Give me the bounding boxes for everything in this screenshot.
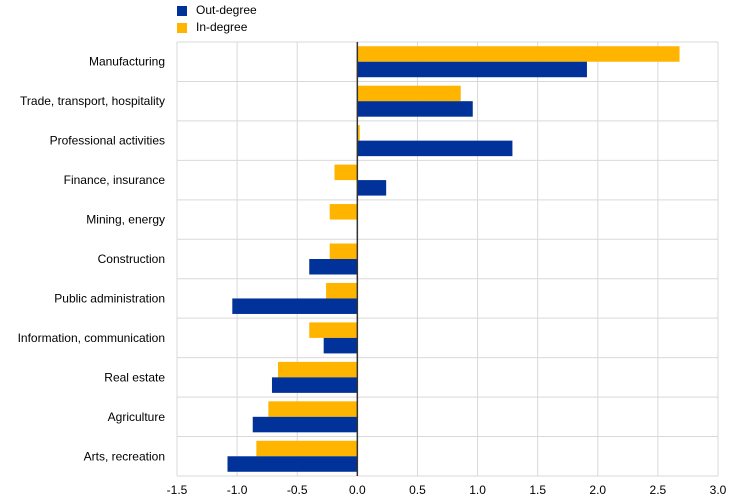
- legend-item-in-degree: In-degree: [177, 19, 257, 36]
- bar-out-degree: [271, 377, 358, 393]
- bar-in-degree: [268, 401, 358, 417]
- category-label: Construction: [98, 252, 165, 266]
- category-label: Manufacturing: [89, 55, 165, 69]
- category-label: Mining, energy: [86, 213, 165, 227]
- bar-out-degree: [232, 298, 358, 314]
- x-tick-label: 3.0: [710, 483, 727, 497]
- bar-in-degree: [256, 440, 358, 457]
- category-label: Agriculture: [108, 410, 166, 424]
- category-label: Arts, recreation: [84, 449, 165, 463]
- category-label: Finance, insurance: [64, 173, 166, 187]
- category-label: Information, communication: [18, 331, 165, 345]
- category-label: Real estate: [104, 370, 165, 384]
- x-tick-label: -1.5: [167, 483, 188, 497]
- x-tick-label: 2.5: [650, 483, 667, 497]
- x-tick-label: 1.5: [529, 483, 546, 497]
- x-tick-label: 0.5: [409, 483, 426, 497]
- bar-in-degree: [357, 125, 360, 141]
- bar-in-degree: [329, 204, 358, 220]
- category-label: Professional activities: [50, 134, 165, 148]
- x-tick-label: 2.0: [589, 483, 606, 497]
- legend-swatch-in-degree: [177, 22, 187, 33]
- bar-in-degree: [309, 322, 358, 338]
- bar-out-degree: [357, 180, 387, 196]
- bar-out-degree: [357, 61, 587, 78]
- bar-in-degree: [357, 46, 680, 62]
- x-tick-label: 1.0: [469, 483, 486, 497]
- x-tick-label: -0.5: [287, 483, 308, 497]
- bar-in-degree: [357, 85, 461, 102]
- category-label: Public administration: [54, 291, 165, 305]
- legend-item-out-degree: Out-degree: [177, 2, 257, 19]
- bar-out-degree: [252, 416, 358, 433]
- bar-out-degree: [357, 101, 473, 117]
- legend-label-out-degree: Out-degree: [196, 3, 257, 17]
- legend-swatch-out-degree: [177, 5, 187, 16]
- category-label: Trade, transport, hospitality: [20, 94, 165, 108]
- bar-in-degree: [334, 164, 358, 181]
- x-tick-label: -1.0: [227, 483, 248, 497]
- bar-out-degree: [309, 259, 358, 275]
- x-tick-label: 0.0: [349, 483, 366, 497]
- bar-out-degree: [357, 140, 513, 157]
- legend-label-in-degree: In-degree: [196, 20, 248, 34]
- bar-out-degree: [323, 337, 358, 354]
- legend: Out-degree In-degree: [177, 2, 257, 36]
- bar-in-degree: [329, 243, 358, 259]
- bar-out-degree: [227, 456, 358, 472]
- bar-in-degree: [326, 282, 358, 299]
- bar-in-degree: [277, 361, 358, 378]
